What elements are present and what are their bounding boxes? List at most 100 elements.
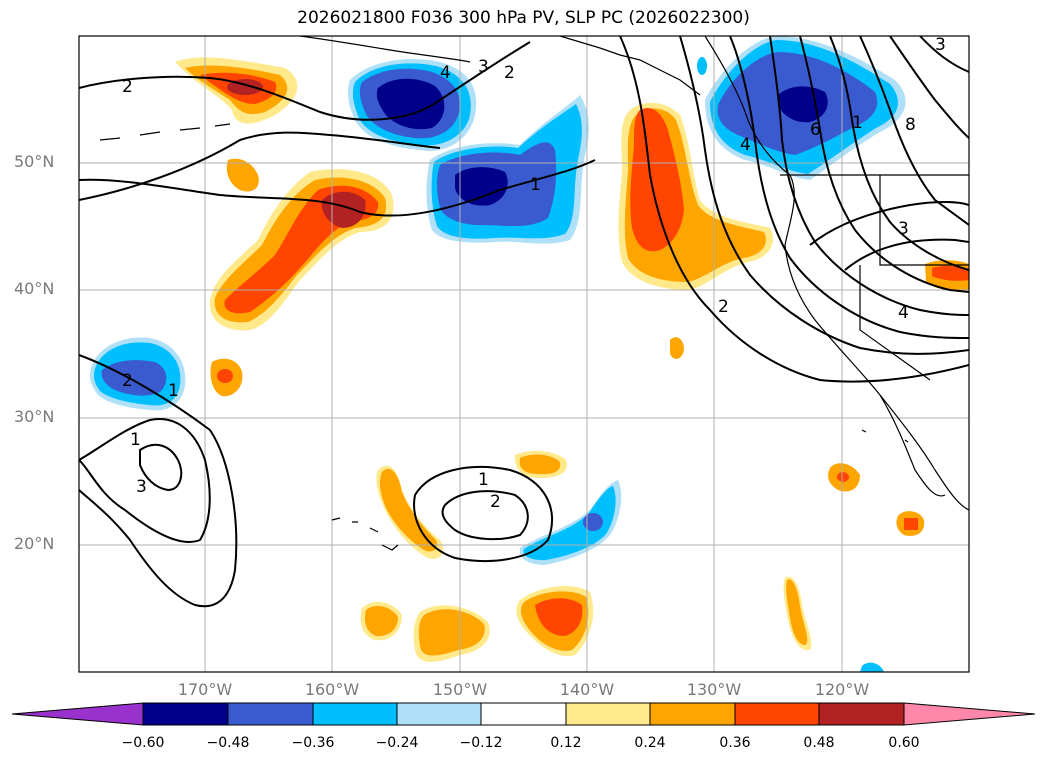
- colorbar-swatch: [734, 702, 820, 726]
- baja-california: [879, 394, 946, 497]
- lon-label: 140°W: [559, 680, 615, 699]
- lat-label: 30°N: [14, 407, 55, 426]
- plot-frame: [78, 35, 970, 673]
- pv-shading: [90, 36, 969, 672]
- coastlines: [99, 36, 969, 551]
- colorbar-tick: 0.12: [550, 735, 582, 751]
- graticule: [79, 36, 969, 672]
- colorbar-tick: −0.60: [121, 735, 165, 751]
- colorbar-tick: 0.36: [719, 735, 751, 751]
- slp-contour: [844, 238, 969, 271]
- pv-negative-core: [583, 513, 603, 531]
- pv-positive-region: [379, 468, 438, 552]
- pv-positive-core: [904, 518, 918, 530]
- hawaii-islands: [331, 517, 399, 551]
- contour-label: 1: [530, 175, 541, 195]
- pv-positive-region: [630, 108, 684, 252]
- pv-positive-region: [535, 598, 583, 636]
- pv-positive-region: [932, 265, 969, 281]
- slp-contour: [679, 36, 969, 355]
- pv-negative-region: [860, 662, 884, 672]
- colorbar-swatch: [227, 702, 314, 726]
- alaska-archipelago: [559, 36, 701, 96]
- slp-contour: [79, 159, 596, 217]
- pv-negative-core: [455, 167, 508, 206]
- contour-label: 4: [740, 135, 751, 155]
- colorbar-swatch: [649, 702, 736, 726]
- slp-contour: [413, 466, 553, 562]
- slp-contour: [799, 36, 969, 293]
- slp-contour: [919, 36, 969, 73]
- colorbar-swatch: [818, 702, 905, 726]
- colorbar: [11, 702, 1036, 726]
- lat-label: 20°N: [14, 534, 55, 553]
- colorbar-tick: −0.12: [459, 735, 503, 751]
- contour-labels: 2 1 4 3 2 1 6 4 8 3 3 4 2 1 2 1 3 2 1: [122, 35, 946, 512]
- pv-positive-region: [226, 158, 259, 192]
- colorbar-extend-low: [11, 702, 144, 726]
- pv-negative-core: [376, 78, 445, 130]
- contour-label: 2: [490, 492, 501, 512]
- colorbar-tick: −0.36: [291, 735, 335, 751]
- contour-label: 4: [898, 303, 909, 323]
- pv-negative-core: [778, 86, 828, 123]
- slp-contour: [619, 36, 969, 383]
- lon-label: 160°W: [304, 680, 360, 699]
- pv-positive-core: [321, 191, 366, 228]
- colorbar-tick: 0.24: [634, 735, 666, 751]
- lat-label: 40°N: [14, 279, 55, 298]
- pv-positive-region: [364, 605, 398, 637]
- colorbar-extend-high: [903, 702, 1036, 726]
- lon-label: 130°W: [686, 680, 742, 699]
- slp-contour: [441, 490, 529, 541]
- colorbar-swatch: [565, 702, 651, 726]
- contour-label: 3: [478, 57, 489, 77]
- colorbar-tick: −0.48: [206, 735, 250, 751]
- map-title: 2026021800 F036 300 hPa PV, SLP PC (2026…: [297, 8, 750, 28]
- lon-label: 150°W: [432, 680, 488, 699]
- contour-label: 3: [136, 477, 147, 497]
- colorbar-tick: 0.48: [803, 735, 835, 751]
- pv-negative-region: [101, 360, 167, 396]
- slp-contour: [889, 36, 969, 139]
- pv-positive-region: [418, 609, 485, 656]
- slp-contour: [79, 131, 441, 201]
- contour-label: 3: [935, 35, 946, 55]
- colorbar-tick: −0.24: [375, 735, 419, 751]
- contour-label: 8: [905, 115, 916, 135]
- lon-label: 170°W: [177, 680, 233, 699]
- aleutian-islands: [99, 123, 231, 141]
- slp-contour: [859, 36, 969, 226]
- pacific-islet: [861, 429, 909, 443]
- colorbar-tick: 0.60: [888, 735, 920, 751]
- slp-contour: [79, 418, 211, 543]
- slp-contour: [139, 443, 183, 492]
- contour-label: 1: [478, 470, 489, 490]
- contour-label: 2: [718, 297, 729, 317]
- contour-label: 1: [168, 381, 179, 401]
- contour-label: 1: [130, 430, 141, 450]
- contour-label: 2: [504, 63, 515, 83]
- alaska-coast: [299, 36, 471, 63]
- slp-contours: [79, 36, 969, 608]
- contour-label: 2: [122, 77, 133, 97]
- contour-label: 4: [440, 63, 451, 83]
- state-line: [859, 265, 931, 381]
- slp-contour: [79, 41, 531, 121]
- colorbar-swatch: [480, 702, 567, 726]
- colorbar-swatch: [396, 702, 482, 726]
- lat-label: 50°N: [14, 152, 55, 171]
- pv-negative-region: [697, 57, 707, 75]
- contour-label: 6: [810, 120, 821, 140]
- slp-contour: [809, 201, 969, 246]
- pv-positive-region: [786, 579, 808, 646]
- contour-label: 2: [122, 371, 133, 391]
- slp-contour: [79, 354, 238, 608]
- contour-label: 3: [898, 219, 909, 239]
- pv-positive-region: [670, 337, 684, 359]
- pv-positive-region: [519, 454, 561, 475]
- colorbar-swatch: [142, 702, 229, 726]
- colorbar-swatch: [312, 702, 398, 726]
- pv-positive-core: [217, 369, 233, 383]
